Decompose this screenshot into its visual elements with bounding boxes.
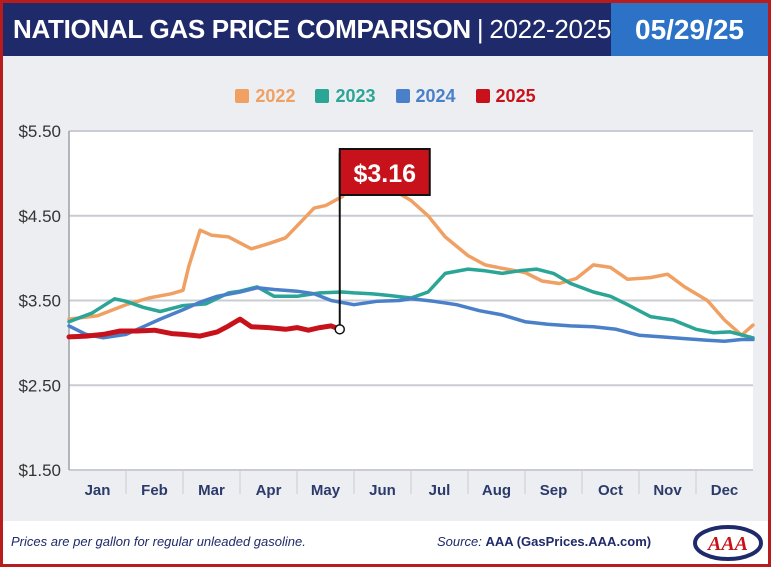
y-tick-label: $2.50 [18,376,61,395]
page-title: NATIONAL GAS PRICE COMPARISON | 2022-2025 [13,14,611,45]
infographic-frame: NATIONAL GAS PRICE COMPARISON | 2022-2025 … [3,3,768,564]
y-tick-label: $3.50 [18,292,61,311]
x-tick-label: Aug [482,482,511,499]
legend-swatch-2025 [475,89,490,103]
legend-item-2022: 2022 [235,83,295,109]
line-chart: $5.50 $4.50 $3.50 $2.50 $1.50 Jan Feb Mar Apr May… [18,122,755,499]
header-bar: NATIONAL GAS PRICE COMPARISON | 2022-2025 … [3,3,768,56]
y-tick-label: $1.50 [18,461,61,480]
legend-label-2023: 2023 [335,85,376,106]
y-tick-label: $4.50 [18,207,61,226]
date-badge: 05/29/25 [611,3,768,56]
legend-label-2022: 2022 [255,85,296,106]
annotation-flag [338,148,431,196]
source-label: Source: [437,534,482,549]
x-tick-label: Sep [540,482,568,499]
x-tick-label: Jan [85,482,111,499]
x-tick-label: Oct [598,482,623,499]
aaa-logo-text: AAA [706,533,748,555]
legend-label-2025: 2025 [495,85,536,106]
x-tick-label: Mar [198,482,225,499]
series-line-2024 [67,286,755,343]
legend-item-2024: 2024 [395,83,456,109]
x-tick-label: Apr [256,482,282,499]
footer-source: Source: AAA (GasPrices.AAA.com) [437,534,651,549]
series-line-2025 [66,316,343,340]
x-tick-label: Nov [653,482,682,499]
x-tick-label: Jun [369,482,396,499]
title-separator: | [476,14,484,44]
legend-swatch-2023 [315,89,330,103]
annotation-label: $3.16 [353,160,416,188]
legend-swatch-2024 [395,89,410,103]
source-value: AAA (GasPrices.AAA.com) [485,534,652,549]
aaa-logo-icon: AAA [693,525,763,561]
legend-item-2023: 2023 [315,83,376,109]
legend-label-2024: 2024 [415,85,456,106]
x-tick-label: Jul [429,482,451,499]
annotation-point [334,324,345,335]
footer-note: Prices are per gallon for regular unlead… [11,534,306,549]
legend-swatch-2022 [235,89,250,103]
y-tick-label: $5.50 [18,122,61,141]
title-main: NATIONAL GAS PRICE COMPARISON [13,14,471,44]
x-tick-label: Dec [711,482,739,499]
x-tick-label: Feb [141,482,168,499]
legend-item-2025: 2025 [475,83,536,109]
x-tick-label: May [311,482,341,499]
title-years: 2022-2025 [489,14,611,44]
chart-legend: 2022 2023 2024 2025 [3,83,768,109]
